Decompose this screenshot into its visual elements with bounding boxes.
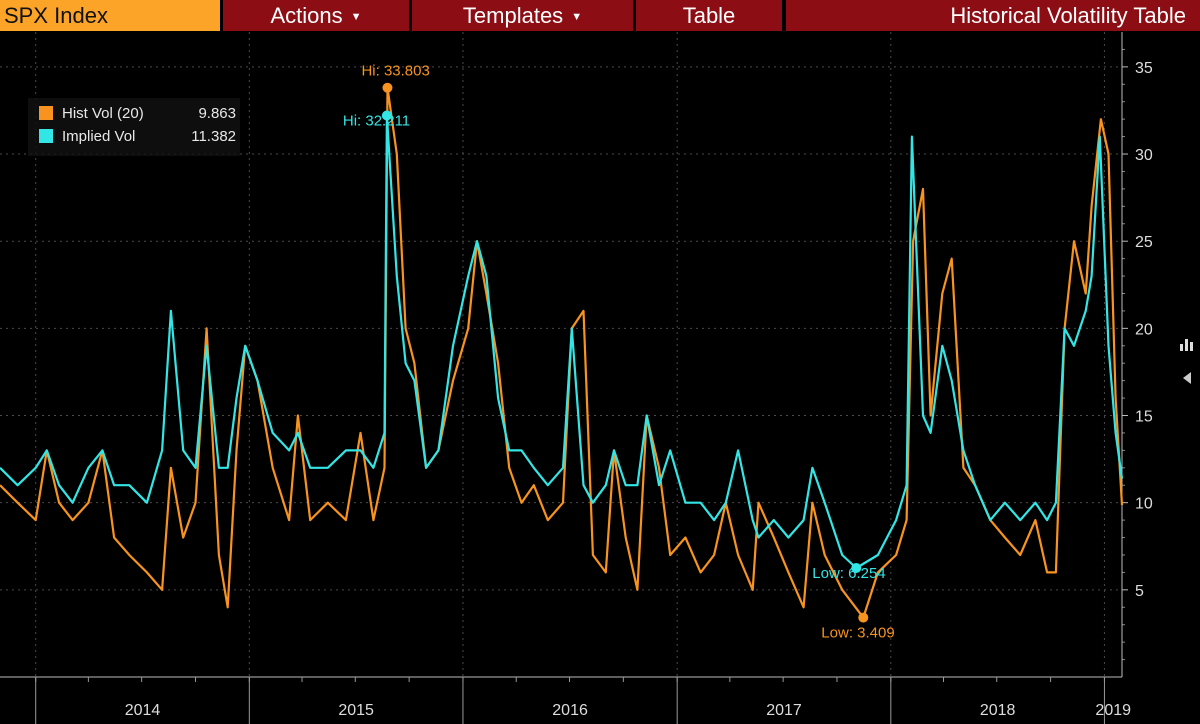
y-tick-label: 15 [1135, 409, 1153, 426]
annotations: Hi: 33.803 Hi: 32.211 Low: 6.254 Low: 3.409 [343, 63, 895, 642]
legend-value: 11.382 [191, 128, 236, 145]
y-tick-label: 35 [1135, 60, 1153, 77]
y-tick-label: 5 [1135, 583, 1144, 600]
table-button[interactable]: Table [636, 0, 782, 31]
extreme-marker [858, 612, 869, 623]
legend-label: Implied Vol [62, 128, 135, 145]
extreme-marker [851, 562, 862, 573]
x-tick-label: 2015 [338, 702, 374, 719]
volatility-chart[interactable]: 5 10 15 20 25 30 35 2014 2015 2016 2017 2018 2019 Hi… [0, 32, 1200, 724]
x-tick-label: 2019 [1095, 702, 1131, 719]
collapse-left-icon[interactable] [1176, 370, 1198, 391]
y-tick-label: 30 [1135, 147, 1153, 164]
chevron-down-icon: ▼ [571, 11, 583, 23]
extreme-label: Hi: 32.211 [343, 112, 410, 129]
legend-box [28, 98, 240, 156]
series-lines [0, 86, 1124, 619]
legend-swatch [39, 129, 53, 143]
axes: 5 10 15 20 25 30 35 2014 2015 2016 2017 2018 2019 [0, 32, 1153, 724]
actions-label: Actions [270, 3, 343, 28]
y-tick-label: 20 [1135, 321, 1153, 338]
actions-menu-button[interactable]: Actions ▼ [223, 0, 409, 31]
implied-vol-line [0, 114, 1124, 570]
y-tick-label: 10 [1135, 496, 1153, 513]
x-tick-label: 2016 [552, 702, 588, 719]
function-title: Historical Volatility Table [786, 0, 1200, 31]
table-label: Table [682, 3, 736, 28]
extreme-label: Low: 6.254 [812, 565, 885, 582]
x-tick-label: 2018 [980, 702, 1016, 719]
toolbar: SPX Index Actions ▼ Templates ▼ Table Hist… [0, 0, 1200, 32]
extreme-marker [382, 82, 393, 93]
security-field[interactable]: SPX Index [0, 0, 220, 31]
hist-vol-line [0, 86, 1124, 619]
templates-label: Templates [462, 3, 564, 28]
legend: Hist Vol (20) 9.863 Implied Vol 11.382 [28, 98, 240, 156]
x-tick-label: 2017 [766, 702, 802, 719]
extreme-label: Hi: 33.803 [361, 63, 429, 80]
legend-label: Hist Vol (20) [62, 105, 144, 122]
legend-swatch [39, 106, 53, 120]
bar-chart-icon[interactable] [1176, 336, 1198, 357]
x-tick-label: 2014 [125, 702, 161, 719]
legend-value: 9.863 [198, 105, 236, 122]
chevron-down-icon: ▼ [350, 11, 362, 23]
templates-menu-button[interactable]: Templates ▼ [412, 0, 633, 31]
extreme-label: Low: 3.409 [821, 625, 894, 642]
extreme-marker [381, 110, 392, 121]
y-tick-label: 25 [1135, 234, 1153, 251]
